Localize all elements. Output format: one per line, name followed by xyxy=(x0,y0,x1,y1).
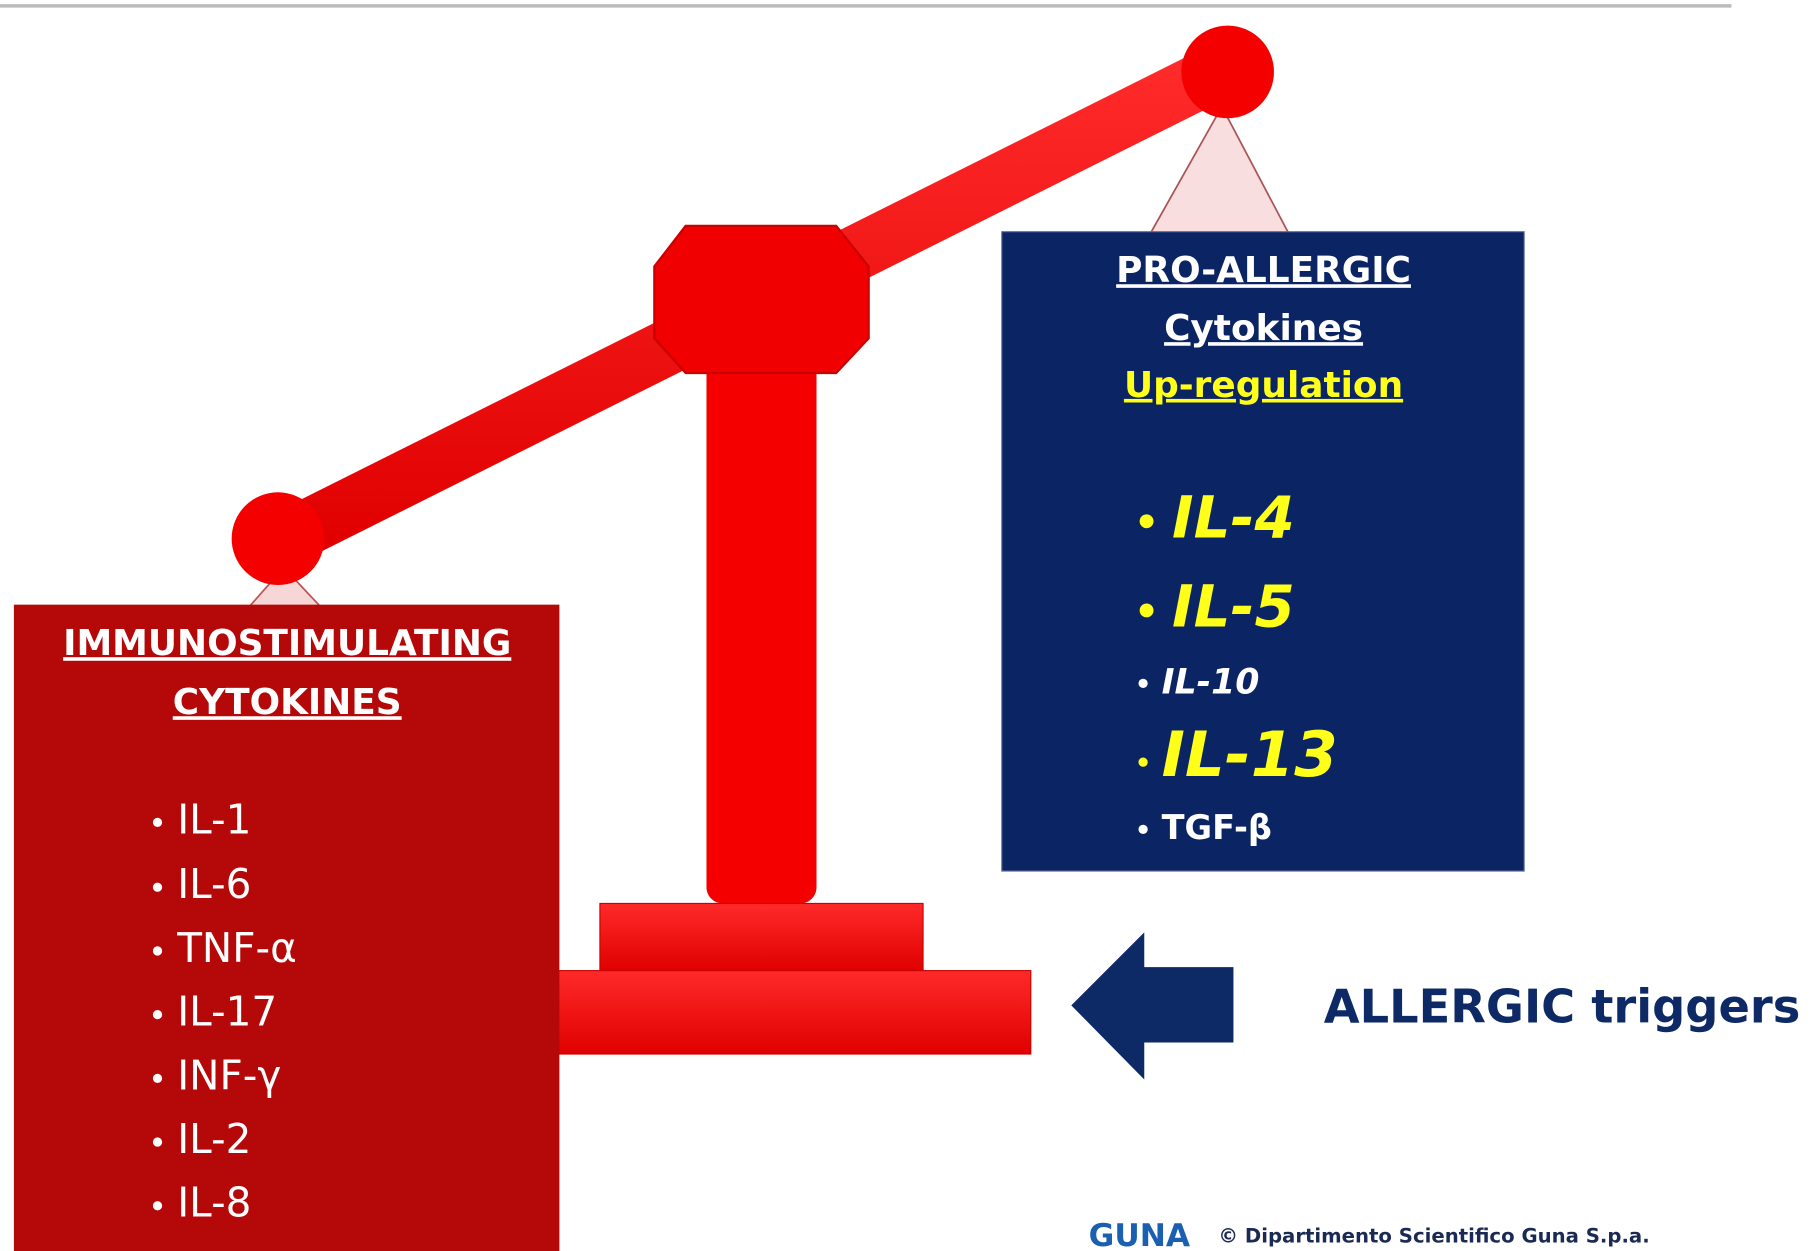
base-bottom xyxy=(555,970,1032,1055)
trigger-arrow xyxy=(1071,932,1234,1080)
left-title: CYTOKINES xyxy=(173,682,402,723)
column xyxy=(706,324,817,904)
left-item: TNF-α xyxy=(176,924,297,972)
right-item: IL-4 xyxy=(1172,483,1295,551)
right-title: PRO-ALLERGIC xyxy=(1116,250,1411,291)
right-item: IL-13 xyxy=(1162,718,1338,791)
footer-logo: GUNA xyxy=(1089,1218,1191,1251)
left-panel xyxy=(13,604,560,1251)
trigger-label: ALLERGIC triggers xyxy=(1324,980,1800,1034)
right-panel xyxy=(1001,231,1525,872)
right-title: Cytokines xyxy=(1164,308,1363,349)
right-item: IL-10 xyxy=(1162,662,1260,702)
left-item: IL-1 xyxy=(177,795,251,843)
left-item: IL-6 xyxy=(177,860,251,908)
right-item: IL-5 xyxy=(1172,573,1295,641)
pivot xyxy=(653,224,870,375)
base-top xyxy=(599,902,924,972)
beam-end-left xyxy=(231,492,325,585)
right-subtitle: Up-regulation xyxy=(1124,365,1403,406)
left-item: INF-γ xyxy=(177,1051,281,1099)
footer-credit: © Dipartimento Scientifico Guna S.p.a. xyxy=(1218,1225,1649,1248)
right-item: TGF-β xyxy=(1162,808,1272,847)
left-item: IL-8 xyxy=(177,1179,251,1227)
left-title: IMMUNOSTIMULATING xyxy=(63,623,511,664)
left-item: IL-2 xyxy=(177,1115,251,1163)
left-item: IL-17 xyxy=(177,988,277,1036)
beam-end-right xyxy=(1181,25,1274,119)
